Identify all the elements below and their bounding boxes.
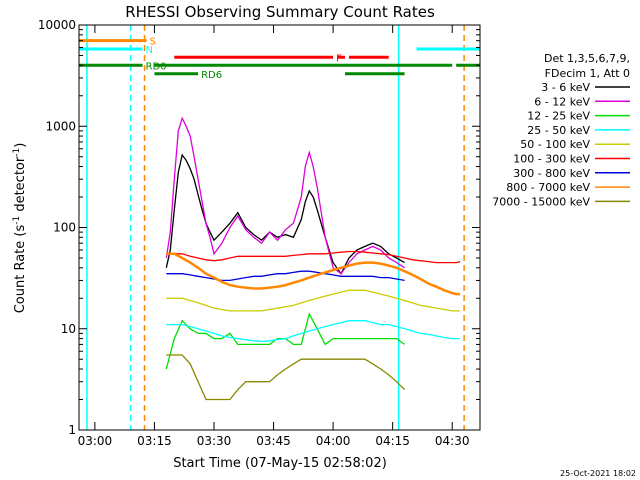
y-axis: 1 10 100 1000 10000 — [38, 18, 480, 437]
legend-entry-label: 50 - 100 keV — [520, 138, 590, 151]
state-bar-label-rd6: RD6 — [201, 70, 222, 81]
series-line — [166, 270, 405, 282]
legend-entry-label: 6 - 12 keV — [534, 95, 590, 108]
legend-entry-label: 3 - 6 keV — [541, 81, 590, 94]
footer-timestamp: 25-Oct-2021 18:02 — [560, 469, 636, 478]
x-tick-label: 04:15 — [375, 434, 410, 448]
legend: Det 1,3,5,6,7,9, FDecim 1, Att 0 3 - 6 k… — [492, 52, 630, 208]
y-axis-label: Count Rate (s-1 detector-1) — [12, 143, 28, 314]
x-tick-label: 03:15 — [137, 434, 172, 448]
x-tick-label: 04:00 — [316, 434, 351, 448]
series-line — [166, 354, 406, 401]
series-line — [166, 289, 461, 312]
state-bar-label-f: F — [336, 53, 342, 64]
y-tick-label: 1000 — [45, 119, 76, 133]
series-line — [166, 320, 461, 343]
series-line — [166, 252, 461, 296]
x-tick-label: 03:45 — [256, 434, 291, 448]
legend-entry-label: 25 - 50 keV — [527, 124, 590, 137]
state-bar-label-s: S — [149, 37, 155, 48]
series-line — [165, 116, 405, 275]
y-tick-label: 10000 — [38, 18, 76, 32]
plot-frame — [78, 24, 481, 431]
y-tick-label: 10 — [61, 322, 76, 336]
y-tick-label: 100 — [53, 221, 76, 235]
x-tick-label: 03:00 — [78, 434, 113, 448]
y-tick-label: 1 — [68, 423, 76, 437]
state-bar-label-n: N — [146, 45, 153, 56]
x-tick-label: 04:30 — [435, 434, 470, 448]
legend-header-line-1: Det 1,3,5,6,7,9, — [544, 52, 630, 65]
legend-entry-label: 7000 - 15000 keV — [492, 195, 590, 208]
x-axis: 03:00 03:15 03:30 03:45 04:00 04:15 04:30 — [78, 25, 470, 448]
series-line — [166, 250, 461, 264]
legend-entry-label: 800 - 7000 keV — [506, 181, 590, 194]
chart-title: RHESSI Observing Summary Count Rates — [125, 3, 435, 21]
legend-entry-label: 12 - 25 keV — [527, 110, 590, 123]
plot-area: SN F RD0 RD6 — [79, 25, 480, 430]
legend-header-line-2: FDecim 1, Att 0 — [545, 67, 630, 80]
state-bar-label-rd0: RD0 — [146, 61, 167, 72]
x-axis-label: Start Time (07-May-15 02:58:02) — [173, 456, 387, 471]
x-tick-label: 03:30 — [197, 434, 232, 448]
legend-entry-label: 300 - 800 keV — [513, 167, 590, 180]
legend-entry-label: 100 - 300 keV — [513, 153, 590, 166]
